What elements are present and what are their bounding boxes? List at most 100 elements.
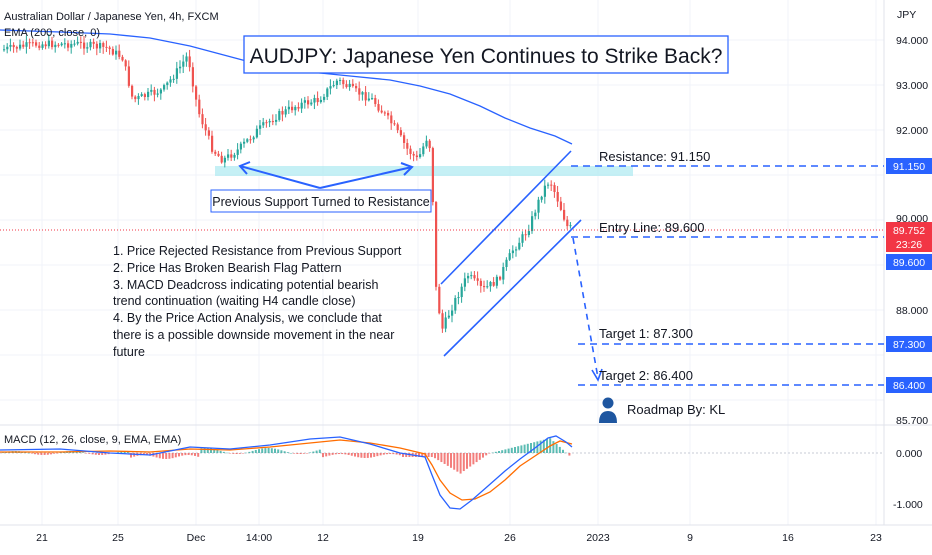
current-price-tag <box>886 222 932 252</box>
macd-histogram-bar <box>437 453 440 461</box>
candle-body <box>6 46 9 50</box>
macd-histogram-bar <box>165 453 168 459</box>
candle-body <box>255 128 258 138</box>
candle-body <box>329 86 332 89</box>
macd-histogram-bar <box>174 453 177 458</box>
candle-body <box>60 43 63 46</box>
currency-label: JPY <box>897 9 916 21</box>
candle-body <box>438 286 441 314</box>
candle-body <box>399 130 402 136</box>
macd-histogram-bar <box>254 449 257 453</box>
candle-body <box>537 199 540 213</box>
support-label-box[interactable] <box>210 189 432 213</box>
candle-body <box>358 88 361 95</box>
candle-body <box>441 313 444 329</box>
price-tick: 93.000 <box>896 80 928 92</box>
macd-histogram-bar <box>501 450 504 453</box>
time-tick: Dec <box>187 532 206 544</box>
candle-body <box>275 119 278 122</box>
candle-body <box>47 40 50 47</box>
candle-body <box>531 216 534 232</box>
candle-body <box>566 219 569 227</box>
macd-histogram-bar <box>168 453 171 459</box>
macd-histogram-bar <box>392 453 395 455</box>
candle-body <box>339 79 342 81</box>
macd-histogram-bar <box>373 453 376 457</box>
macd-histogram-bar <box>347 453 350 455</box>
candle-body <box>390 115 393 124</box>
target-1-price-tag <box>886 336 932 352</box>
candle-body <box>444 317 447 329</box>
macd-line <box>0 435 573 510</box>
symbol-label[interactable]: Australian Dollar / Japanese Yen, 4h, FX… <box>4 11 219 23</box>
candle-body <box>547 184 550 186</box>
candle-body <box>419 154 422 158</box>
candle-body <box>345 84 348 88</box>
candle-body <box>393 123 396 125</box>
candle-body <box>243 141 246 144</box>
candle-body <box>25 42 28 47</box>
time-tick: 21 <box>36 532 48 544</box>
candle-body <box>422 146 425 155</box>
macd-histogram-bar <box>280 450 283 453</box>
macd-histogram-bar <box>376 453 379 457</box>
candle-body <box>230 154 233 158</box>
candle-body <box>470 275 473 277</box>
candle-body <box>86 47 89 49</box>
macd-histogram-bar <box>386 453 388 455</box>
macd-histogram-bar <box>354 453 356 457</box>
macd-histogram-bar <box>37 453 40 455</box>
macd-histogram-bar <box>482 453 484 458</box>
macd-histogram-bar <box>40 453 43 455</box>
macd-histogram-bar <box>360 453 363 458</box>
macd-histogram-bar <box>98 453 100 455</box>
macd-histogram-bar <box>318 449 321 453</box>
macd-histogram-bar <box>366 453 369 458</box>
candle-body <box>483 285 486 288</box>
macd-histogram-bar <box>88 453 91 454</box>
macd-histogram-bar <box>491 452 494 454</box>
time-axis[interactable]: 21 25 Dec 14:00 12 19 26 2023 9 16 23 <box>36 532 882 544</box>
channel-upper-line[interactable] <box>440 150 572 285</box>
price-axis[interactable]: JPY 94.000 93.000 92.000 90.000 88.000 8… <box>893 9 928 511</box>
candle-body <box>111 48 114 55</box>
macd-histogram-bar <box>456 453 459 472</box>
target-2-label: Target 2: 86.400 <box>599 368 693 383</box>
price-tick: 94.000 <box>896 35 928 47</box>
candle-body <box>265 122 268 124</box>
support-arrows[interactable] <box>238 161 414 189</box>
candle-body <box>73 43 76 45</box>
candle-body <box>431 148 434 203</box>
ema-indicator-label[interactable]: EMA (200, close, 0) <box>4 27 100 39</box>
candle-body <box>377 104 380 111</box>
macd-histogram-bar <box>274 448 276 453</box>
macd-histogram-bar <box>334 453 337 455</box>
macd-histogram-bar <box>398 453 401 456</box>
macd-histogram-bar <box>171 453 174 459</box>
candle-body <box>63 43 66 45</box>
candle-body <box>54 44 57 48</box>
channel-lower-line[interactable] <box>443 219 582 357</box>
title-box[interactable] <box>243 35 729 74</box>
macd-histogram-bar <box>258 449 260 453</box>
macd-histogram-bar <box>344 453 347 455</box>
macd-histogram-bar <box>229 453 232 454</box>
macd-histogram-bar <box>450 453 452 468</box>
macd-histogram-bar <box>226 452 228 454</box>
macd-histogram-bar <box>488 453 491 454</box>
projection-arrow[interactable] <box>572 237 599 379</box>
target-1-price-tag-text: 87.300 <box>893 339 925 351</box>
candle-body <box>153 89 156 95</box>
macd-histogram-bar <box>514 447 516 453</box>
macd-histogram-bar <box>507 448 510 453</box>
macd-label[interactable]: MACD (12, 26, close, 9, EMA, EMA) <box>4 434 181 446</box>
macd-histogram-bar <box>421 453 424 457</box>
time-tick: 26 <box>504 532 516 544</box>
macd-histogram-bar <box>306 453 308 454</box>
macd-histogram-bar <box>539 440 542 453</box>
candle-body <box>271 121 274 123</box>
macd-histogram-bar <box>200 448 203 453</box>
candle-body <box>447 315 450 318</box>
